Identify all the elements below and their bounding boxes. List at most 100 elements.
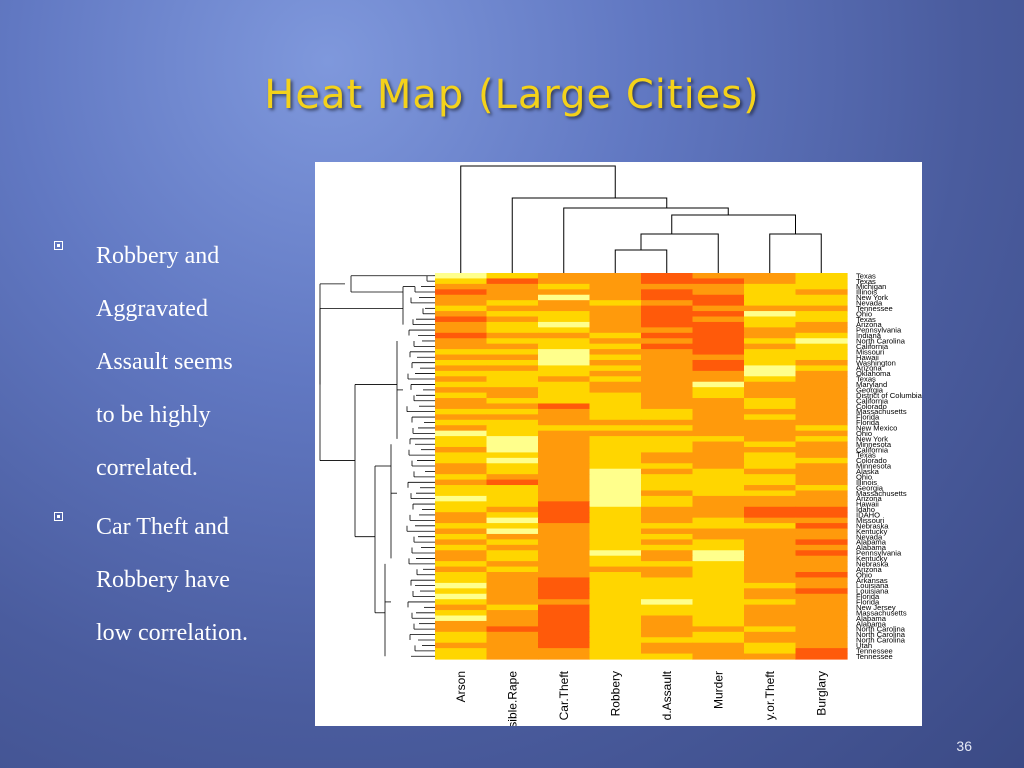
- heatmap-cell: [641, 381, 694, 388]
- heatmap-cell: [486, 446, 539, 454]
- row-label: New York: [856, 293, 888, 302]
- heatmap-cell: [486, 642, 539, 649]
- heatmap-cell: [641, 376, 694, 383]
- heatmap-cell: [486, 419, 539, 426]
- heatmap-cell: [435, 479, 488, 486]
- heatmap-cell: [692, 316, 745, 323]
- heatmap-cell: [538, 294, 591, 301]
- heatmap-cell: [435, 533, 488, 540]
- heatmap-cell: [795, 626, 848, 633]
- column-label: d.Assault: [660, 670, 674, 720]
- heatmap-cell: [538, 398, 591, 405]
- heatmap-cell: [641, 577, 694, 584]
- heatmap-cell: [538, 485, 591, 492]
- heatmap-cell: [538, 278, 591, 285]
- heatmap-cell: [641, 572, 694, 579]
- heatmap-cell: [744, 338, 797, 345]
- heatmap-cell: [641, 561, 694, 568]
- heatmap-cell: [435, 436, 488, 443]
- heatmap-cell: [641, 349, 694, 356]
- heatmap-cell: [538, 327, 591, 334]
- heatmap-cell: [538, 566, 591, 573]
- row-label: Missouri: [856, 347, 885, 356]
- heatmap-cell: [538, 495, 591, 502]
- heatmap-cell: [744, 495, 797, 502]
- heatmap-cell: [486, 572, 539, 579]
- heatmap-cell: [486, 354, 539, 361]
- heatmap-cell: [538, 359, 591, 367]
- heatmap-cell: [538, 582, 591, 589]
- heatmap-cell: [538, 430, 591, 437]
- heatmap-cell: [795, 479, 848, 486]
- heatmap-cell: [435, 338, 488, 345]
- heatmap-cell: [589, 610, 642, 617]
- heatmap-cell: [538, 289, 591, 296]
- heatmap-cell: [641, 599, 694, 606]
- heatmap-cell: [795, 289, 848, 296]
- heatmap-cell: [538, 588, 591, 595]
- heatmap-cell: [589, 376, 642, 383]
- heatmap-cell: [486, 408, 539, 415]
- heatmap-cell: [538, 376, 591, 383]
- heatmap-cell: [795, 642, 848, 649]
- row-label: Illinois: [856, 478, 877, 487]
- heatmap-cell: [589, 490, 642, 497]
- heatmap-cell: [692, 349, 745, 356]
- row-label: Nebraska: [856, 521, 889, 530]
- heatmap-cell: [744, 414, 797, 421]
- heatmap-cell: [744, 626, 797, 633]
- heatmap-cell: [641, 593, 694, 600]
- heatmap-cell: [795, 316, 848, 323]
- heatmap-cell: [641, 332, 694, 339]
- heatmap-cell: [641, 637, 694, 644]
- row-label: Hawaii: [856, 500, 879, 509]
- heatmap-cell: [486, 577, 539, 584]
- heatmap-cell: [795, 506, 848, 513]
- heatmap-cell: [486, 436, 539, 443]
- heatmap-cell: [486, 512, 539, 519]
- row-label: Florida: [856, 592, 880, 601]
- heatmap-cell: [538, 561, 591, 568]
- heatmap-cell: [589, 289, 642, 296]
- square-bullet-icon: [54, 241, 63, 250]
- heatmap-cell: [589, 501, 642, 508]
- column-label: Robbery: [608, 671, 622, 716]
- heatmap-cell: [435, 278, 488, 285]
- column-dendrogram-link: [671, 214, 796, 234]
- heatmap-cell: [435, 452, 488, 459]
- heatmap-cell: [538, 457, 591, 464]
- heatmap-cell: [538, 539, 591, 546]
- heatmap-cell: [486, 582, 539, 589]
- heatmap-cell: [435, 648, 488, 655]
- heatmap-cell: [589, 648, 642, 655]
- heatmap-cell: [641, 506, 694, 513]
- heatmap-cell: [538, 316, 591, 323]
- heatmap-cell: [744, 376, 797, 383]
- heatmap-cell: [692, 561, 745, 568]
- heatmap-cell: [538, 653, 591, 660]
- row-label: Oklahoma: [856, 369, 891, 378]
- row-label: Florida: [856, 598, 880, 607]
- heatmap-cell: [692, 539, 745, 546]
- row-label: Alabama: [856, 619, 887, 628]
- heatmap-cell: [795, 539, 848, 546]
- heatmap-cell: [692, 599, 745, 606]
- heatmap-cell: [589, 533, 642, 540]
- heatmap-cell: [538, 506, 591, 513]
- row-label: Minnesota: [856, 440, 892, 449]
- heatmap-cell: [589, 615, 642, 622]
- heatmap-cell: [692, 523, 745, 530]
- heatmap-cell: [692, 577, 745, 584]
- heatmap-cell: [538, 474, 591, 481]
- heatmap-cell: [435, 425, 488, 432]
- heatmap-cell: [486, 327, 539, 334]
- heatmap-cell: [795, 283, 848, 290]
- heatmap-cell: [435, 316, 488, 323]
- heatmap-cell: [744, 517, 797, 524]
- heatmap-cell: [435, 637, 488, 644]
- row-label: Arizona: [856, 494, 883, 503]
- heatmap-cell: [744, 398, 797, 405]
- heatmap-cell: [692, 544, 745, 551]
- row-label: Massachusetts: [856, 608, 907, 617]
- heatmap-cell: [538, 354, 591, 361]
